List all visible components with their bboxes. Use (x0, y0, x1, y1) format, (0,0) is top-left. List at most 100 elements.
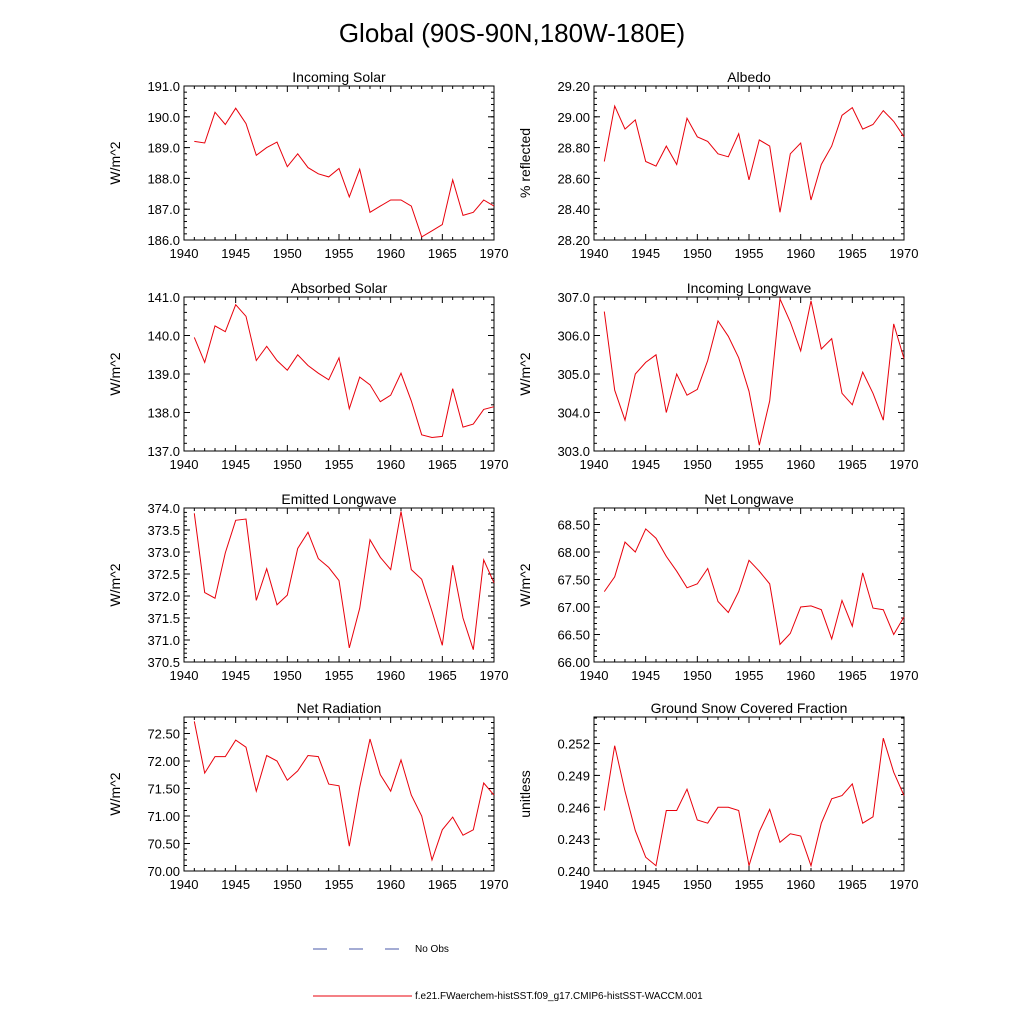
data-point (287, 370, 288, 371)
y-tick-label: 70.50 (147, 837, 180, 852)
data-point (390, 791, 391, 792)
y-axis-label: % reflected (517, 128, 533, 198)
data-point (266, 568, 267, 569)
data-point (759, 445, 760, 446)
data-point (810, 300, 811, 301)
y-tick-label: 138.0 (147, 406, 180, 421)
y-tick-label: 189.0 (147, 141, 180, 156)
data-point (369, 384, 370, 385)
data-point (359, 787, 360, 788)
panel-grid: Incoming Solar W/m^2 1940 1945 1950 1955 1960 1… (107, 69, 918, 892)
series-line-ground-snow-covered-fraction (603, 738, 905, 868)
data-point (810, 865, 811, 866)
data-point (862, 371, 863, 372)
panel-absorbed-solar: Absorbed Solar W/m^2 1940 1945 1950 1955 1960 1… (107, 280, 508, 472)
data-point (359, 169, 360, 170)
data-point (676, 810, 677, 811)
y-tick-label: 307.0 (557, 290, 590, 305)
data-point (862, 572, 863, 573)
data-point (738, 591, 739, 592)
data-point (400, 759, 401, 760)
panel-title: Emitted Longwave (281, 491, 396, 507)
data-point (473, 649, 474, 650)
data-point (400, 373, 401, 374)
data-point (328, 567, 329, 568)
data-point (462, 617, 463, 618)
x-tick-label: 1965 (838, 668, 867, 683)
data-point (359, 376, 360, 377)
data-point (717, 320, 718, 321)
data-point (452, 817, 453, 818)
data-point (728, 612, 729, 613)
data-point (225, 552, 226, 553)
x-tick-label: 1945 (221, 877, 250, 892)
data-point (635, 830, 636, 831)
data-point (194, 513, 195, 514)
data-point (245, 123, 246, 124)
x-tick-label: 1970 (480, 668, 509, 683)
data-point (194, 721, 195, 722)
data-point (790, 321, 791, 322)
data-point (493, 406, 494, 407)
data-point (225, 756, 226, 757)
x-tick-label: 1960 (786, 668, 815, 683)
data-point (821, 823, 822, 824)
data-point (841, 115, 842, 116)
y-tick-label: 68.00 (557, 545, 590, 560)
data-point (635, 373, 636, 374)
panel-title: Net Radiation (297, 700, 382, 716)
x-tick-label: 1950 (683, 668, 712, 683)
data-point (369, 738, 370, 739)
data-point (369, 212, 370, 213)
panel-title: Albedo (727, 69, 771, 85)
data-point (411, 569, 412, 570)
series-line-albedo (603, 104, 905, 213)
x-tick-label: 1940 (170, 668, 199, 683)
data-point (266, 346, 267, 347)
data-point (676, 373, 677, 374)
figure-title: Global (90S-90N,180W-180E) (339, 18, 685, 48)
data-point (645, 161, 646, 162)
data-point (728, 336, 729, 337)
data-point (390, 395, 391, 396)
data-point (852, 626, 853, 627)
data-point (707, 360, 708, 361)
data-point (431, 437, 432, 438)
x-tick-label: 1960 (786, 877, 815, 892)
data-point (483, 559, 484, 560)
data-point (235, 740, 236, 741)
data-point (473, 212, 474, 213)
x-tick-label: 1965 (428, 457, 457, 472)
data-point (380, 557, 381, 558)
x-tick-label: 1950 (683, 877, 712, 892)
data-point (779, 644, 780, 645)
x-tick-label: 1970 (890, 877, 919, 892)
data-point (769, 583, 770, 584)
data-point (452, 179, 453, 180)
data-point (903, 616, 904, 617)
data-point (666, 412, 667, 413)
x-tick-label: 1940 (580, 457, 609, 472)
x-tick-label: 1960 (786, 246, 815, 261)
y-tick-label: 304.0 (557, 406, 590, 421)
data-point (655, 354, 656, 355)
data-point (790, 833, 791, 834)
data-point (276, 141, 277, 142)
y-tick-label: 66.50 (557, 628, 590, 643)
data-point (400, 511, 401, 512)
series-line-incoming-solar (194, 107, 495, 238)
data-point (883, 110, 884, 111)
x-tick-label: 1965 (838, 877, 867, 892)
data-point (349, 846, 350, 847)
data-point (483, 782, 484, 783)
legend-obs-label: No Obs (415, 944, 449, 955)
panel-net-longwave: Net Longwave W/m^2 1940 1945 1950 1955 1960 196… (517, 491, 918, 683)
data-point (841, 393, 842, 394)
data-point (225, 124, 226, 125)
data-point (697, 819, 698, 820)
data-point (204, 773, 205, 774)
data-point (883, 420, 884, 421)
data-point (790, 633, 791, 634)
panel-title: Incoming Solar (292, 69, 386, 85)
data-point (697, 136, 698, 137)
